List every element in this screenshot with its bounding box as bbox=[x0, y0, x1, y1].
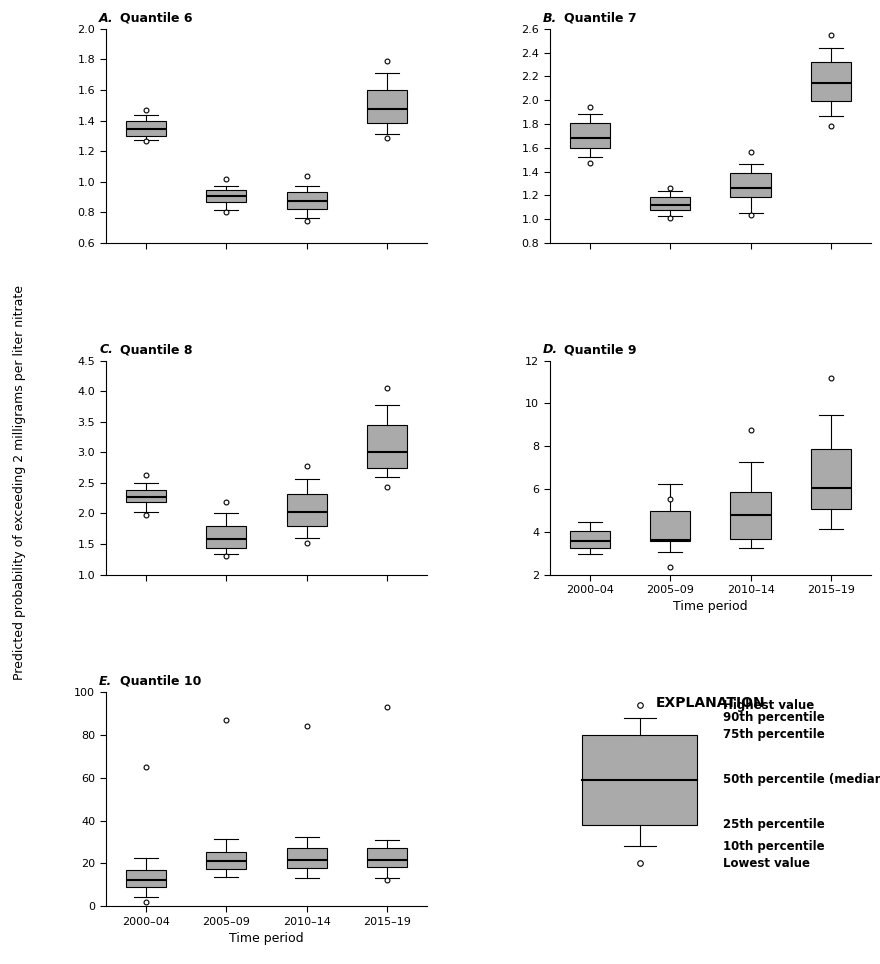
Bar bbox=[650, 511, 690, 542]
Bar bbox=[126, 491, 166, 502]
Text: A.: A. bbox=[99, 12, 114, 25]
Bar bbox=[367, 848, 407, 867]
Text: D.: D. bbox=[543, 343, 558, 357]
Bar bbox=[287, 848, 326, 868]
Text: Quantile 6: Quantile 6 bbox=[120, 12, 193, 25]
Bar bbox=[650, 197, 690, 210]
Bar bbox=[569, 530, 610, 548]
Bar bbox=[206, 190, 246, 202]
Bar bbox=[126, 120, 166, 136]
Text: 25th percentile: 25th percentile bbox=[723, 818, 825, 831]
Bar bbox=[287, 192, 326, 209]
Text: E.: E. bbox=[99, 675, 113, 688]
Text: Quantile 7: Quantile 7 bbox=[564, 12, 636, 25]
Text: C.: C. bbox=[99, 343, 113, 357]
Text: 10th percentile: 10th percentile bbox=[723, 840, 825, 853]
Bar bbox=[810, 62, 851, 101]
Bar bbox=[206, 526, 246, 548]
Bar bbox=[582, 735, 698, 825]
X-axis label: Time period: Time period bbox=[229, 932, 304, 945]
Bar bbox=[569, 122, 610, 148]
Text: 50th percentile (median): 50th percentile (median) bbox=[723, 773, 880, 787]
Bar bbox=[367, 425, 407, 468]
Text: Quantile 8: Quantile 8 bbox=[120, 343, 193, 357]
Bar bbox=[810, 449, 851, 509]
Text: 90th percentile: 90th percentile bbox=[723, 711, 825, 724]
Text: EXPLANATION: EXPLANATION bbox=[656, 696, 766, 710]
Text: Lowest value: Lowest value bbox=[723, 857, 810, 870]
Text: 75th percentile: 75th percentile bbox=[723, 729, 825, 741]
Text: B.: B. bbox=[543, 12, 557, 25]
Text: Quantile 9: Quantile 9 bbox=[564, 343, 636, 357]
Text: Highest value: Highest value bbox=[723, 699, 815, 711]
Bar bbox=[206, 851, 246, 869]
Bar bbox=[730, 174, 771, 197]
Text: Predicted probability of exceeding 2 milligrams per liter nitrate: Predicted probability of exceeding 2 mil… bbox=[13, 284, 26, 680]
Bar bbox=[287, 495, 326, 525]
Bar bbox=[126, 870, 166, 887]
Bar bbox=[367, 90, 407, 122]
Bar bbox=[730, 493, 771, 539]
X-axis label: Time period: Time period bbox=[673, 601, 748, 613]
Text: Quantile 10: Quantile 10 bbox=[120, 675, 202, 688]
